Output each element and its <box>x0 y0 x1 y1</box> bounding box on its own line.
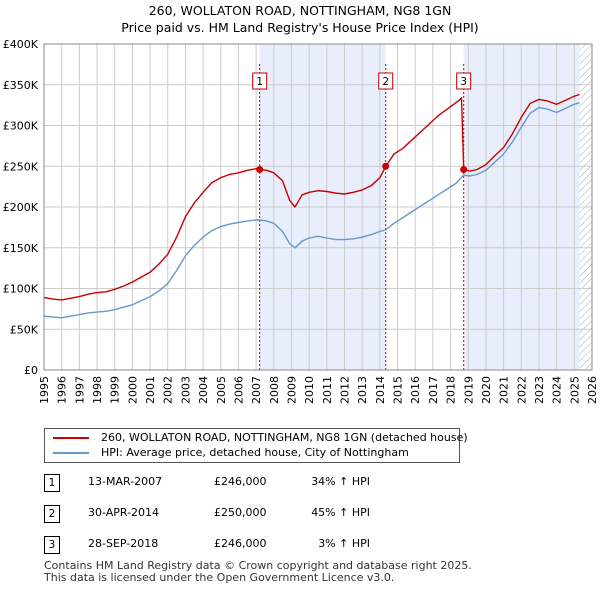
x-tick-label-2018: 2018 <box>445 376 458 404</box>
x-tick-label-2000: 2000 <box>126 376 139 404</box>
sale-box-2 <box>378 72 394 90</box>
x-tick-label-1998: 1998 <box>91 376 104 404</box>
x-tick-label-2022: 2022 <box>515 376 528 404</box>
x-tick-label-2008: 2008 <box>268 376 281 404</box>
sale-price-1: £246,000 <box>214 475 267 488</box>
x-tick-label-2006: 2006 <box>232 376 245 404</box>
sale-marker-1: 1 <box>44 474 60 492</box>
y-tick-label-0: £0 <box>24 364 38 377</box>
x-tick-label-2004: 2004 <box>197 376 210 404</box>
legend-item-property: 260, WOLLATON ROAD, NOTTINGHAM, NG8 1GN … <box>53 431 468 445</box>
legend-swatch-property <box>53 437 89 439</box>
x-tick-label-2015: 2015 <box>392 376 405 404</box>
sale-price-2: £250,000 <box>214 506 267 519</box>
footer: Contains HM Land Registry data © Crown c… <box>44 560 472 583</box>
sale-marker-2: 2 <box>44 505 60 523</box>
y-tick-label-5: £250K <box>3 160 39 173</box>
x-tick-label-2020: 2020 <box>480 376 493 404</box>
x-tick-label-2013: 2013 <box>356 376 369 404</box>
sale-hpi-2: 45% ↑ HPI <box>311 506 370 519</box>
sale-date-2: 30-APR-2014 <box>88 506 160 519</box>
footer-line-2: This data is licensed under the Open Gov… <box>44 570 395 584</box>
y-tick-label-4: £200K <box>3 201 39 214</box>
x-tick-label-2024: 2024 <box>551 376 564 404</box>
y-tick-label-8: £400K <box>3 38 39 51</box>
sale-box-label-2: 2 <box>382 76 389 88</box>
chart-subtitle: Price paid vs. HM Land Registry's House … <box>121 20 479 35</box>
hpi-line <box>44 102 580 319</box>
sale-hpi-3: 3% ↑ HPI <box>318 537 370 550</box>
y-tick-label-6: £300K <box>3 120 39 133</box>
sale-box-1 <box>252 72 268 90</box>
property-price-line <box>44 93 580 301</box>
sale-point-1 <box>256 166 264 174</box>
x-tick-label-2012: 2012 <box>339 376 352 404</box>
x-tick-label-2021: 2021 <box>498 376 511 404</box>
x-tick-label-2010: 2010 <box>303 376 316 404</box>
x-tick-label-2005: 2005 <box>215 376 228 404</box>
sale-box-label-1: 1 <box>256 76 263 88</box>
y-tick-label-7: £350K <box>3 79 39 92</box>
x-tick-label-2002: 2002 <box>162 376 175 404</box>
sale-row-3: 3 28-SEP-2018 £246,000 3% ↑ HPI <box>0 536 380 554</box>
sale-box-3 <box>456 72 472 90</box>
x-tick-label-2003: 2003 <box>179 376 192 404</box>
legend-swatch-hpi <box>53 452 89 454</box>
legend-item-hpi: HPI: Average price, detached house, City… <box>53 446 453 460</box>
y-tick-label-3: £150K <box>3 242 39 255</box>
x-tick-label-1995: 1995 <box>38 376 51 404</box>
legend-label-hpi: HPI: Average price, detached house, City… <box>101 446 409 459</box>
x-tick-label-2017: 2017 <box>427 376 440 404</box>
chart-title: 260, WOLLATON ROAD, NOTTINGHAM, NG8 1GN <box>148 3 452 18</box>
x-tick-label-1997: 1997 <box>73 376 86 404</box>
sale-date-1: 13-MAR-2007 <box>88 475 163 488</box>
x-tick-label-2007: 2007 <box>250 376 263 404</box>
y-tick-label-2: £100K <box>3 283 39 296</box>
sale-box-label-3: 3 <box>460 76 467 88</box>
x-tick-label-2023: 2023 <box>533 376 546 404</box>
sale-point-2 <box>382 162 390 170</box>
x-tick-label-1996: 1996 <box>56 376 69 404</box>
x-tick-label-2011: 2011 <box>321 376 334 404</box>
sale-row-2: 2 30-APR-2014 £250,000 45% ↑ HPI <box>0 505 380 523</box>
sale-date-3: 28-SEP-2018 <box>88 537 159 550</box>
x-tick-label-2026: 2026 <box>586 376 599 404</box>
sale-hpi-1: 34% ↑ HPI <box>311 475 370 488</box>
x-tick-label-2014: 2014 <box>374 376 387 404</box>
x-tick-label-2025: 2025 <box>568 376 581 404</box>
footer-line-1: Contains HM Land Registry data © Crown c… <box>44 559 472 572</box>
sale-row-1: 1 13-MAR-2007 £246,000 34% ↑ HPI <box>0 474 380 492</box>
legend-label-property: 260, WOLLATON ROAD, NOTTINGHAM, NG8 1GN … <box>101 431 468 444</box>
x-tick-label-2009: 2009 <box>285 376 298 404</box>
legend: 260, WOLLATON ROAD, NOTTINGHAM, NG8 1GN … <box>44 428 468 463</box>
x-tick-label-2019: 2019 <box>462 376 475 404</box>
x-tick-label-1999: 1999 <box>109 376 122 404</box>
plot-border <box>43 43 593 371</box>
x-tick-label-2016: 2016 <box>409 376 422 404</box>
sale-marker-3: 3 <box>44 536 60 554</box>
price-chart: £0 £50K £100K £150K £200K £250K £300K £350K £400… <box>3 38 599 404</box>
sale-price-3: £246,000 <box>214 537 267 550</box>
y-tick-label-1: £50K <box>10 323 39 336</box>
sale-point-3 <box>460 166 468 174</box>
x-tick-label-2001: 2001 <box>144 376 157 404</box>
